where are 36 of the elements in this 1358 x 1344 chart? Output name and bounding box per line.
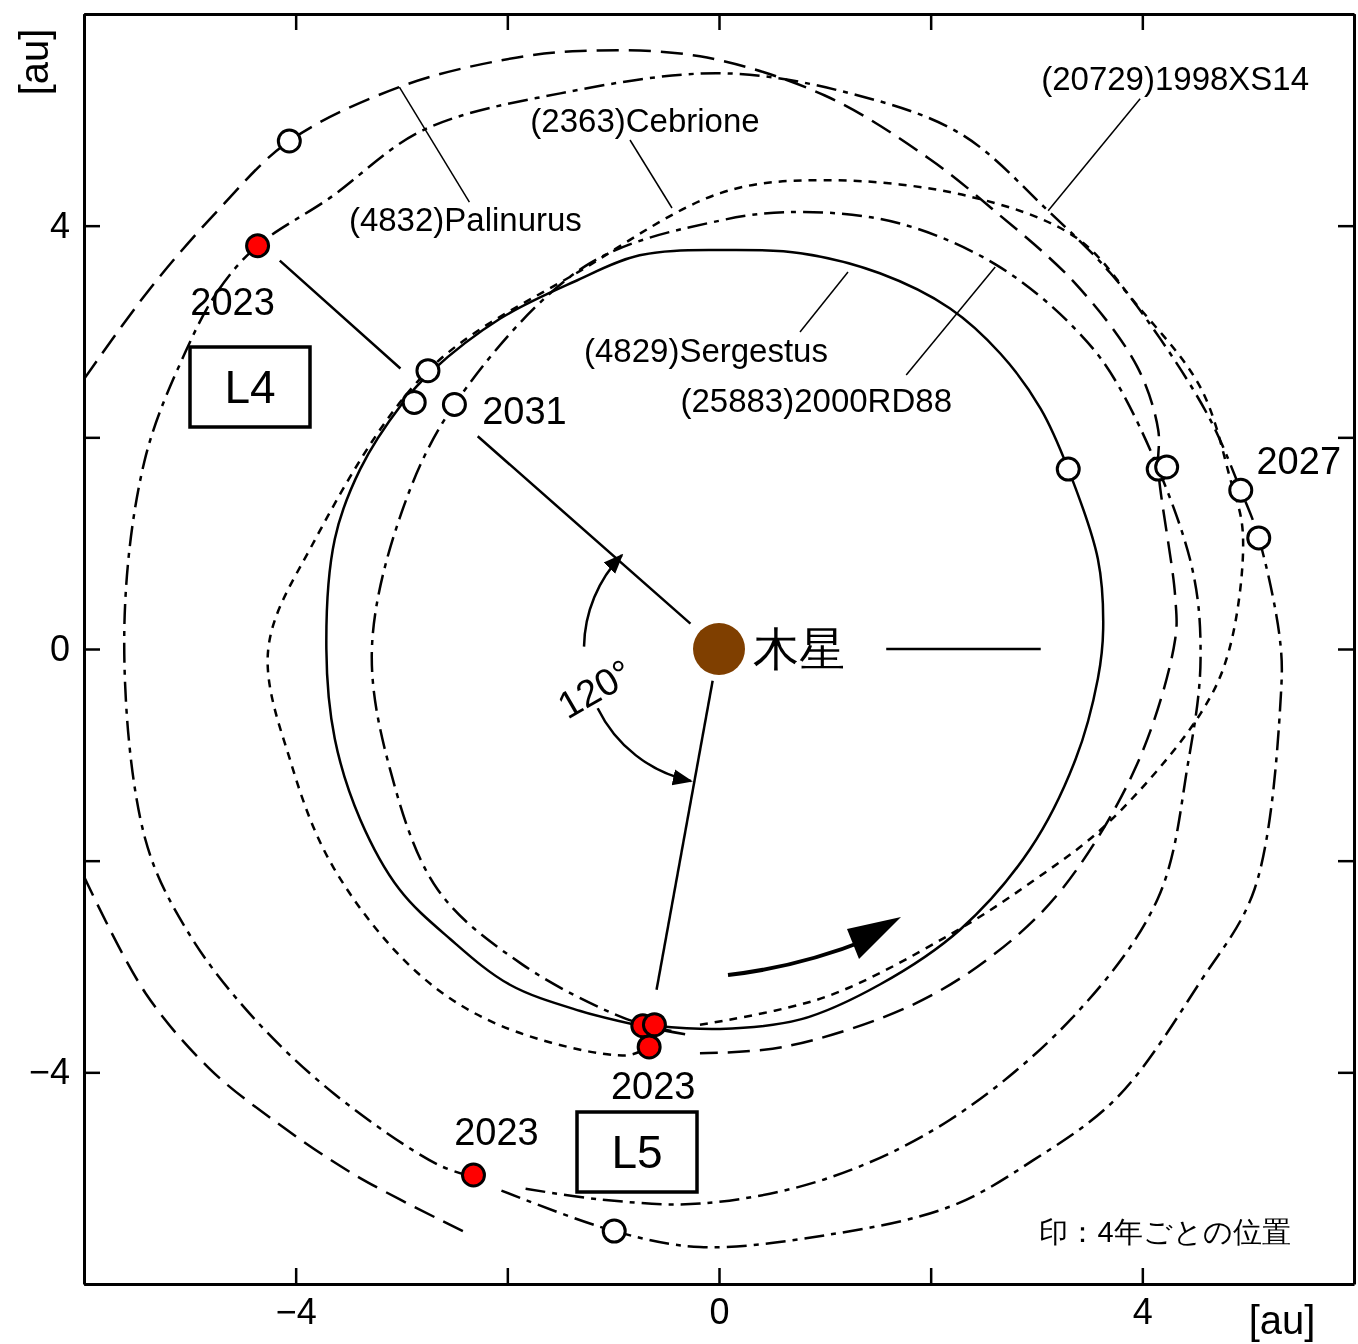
annotation: (20729)1998XS14 (1041, 60, 1310, 98)
annotation: L4 (224, 361, 276, 413)
point (245, 233, 271, 259)
annotation: 印：4年ごとの位置 (1039, 1216, 1291, 1248)
point (1154, 454, 1180, 480)
point (1228, 477, 1254, 503)
annotation: 120° (550, 651, 640, 727)
annotation: (4829)Sergestus (584, 331, 828, 369)
point (1246, 525, 1272, 551)
annotation: (2363)Cebrione (530, 101, 760, 139)
point (441, 392, 467, 417)
annotation: L5 (611, 1126, 663, 1178)
point (415, 358, 441, 384)
x-tick-label: 0 (709, 1290, 730, 1332)
annotation: 2031 (482, 389, 567, 432)
series-label: 木星 (753, 623, 845, 675)
x-axis-title: [au] (1248, 1298, 1316, 1342)
point (641, 1012, 667, 1038)
y-tick-label: 0 (49, 628, 70, 670)
y-tick-label: 4 (49, 204, 70, 246)
point (276, 128, 302, 154)
annotation: 2027 (1256, 440, 1342, 483)
point (460, 1162, 486, 1188)
y-tick-label: −4 (28, 1051, 70, 1093)
annotation: 2023 (454, 1110, 539, 1153)
point (636, 1034, 662, 1060)
annotation: (4832)Palinurus (348, 200, 582, 238)
annotation: 2023 (190, 280, 275, 323)
y-axis-title: [au] (12, 28, 56, 96)
point (401, 389, 427, 415)
annotation: 2023 (610, 1064, 696, 1107)
annotation: (25883)2000RD88 (680, 382, 952, 420)
x-tick-label: −4 (275, 1290, 317, 1332)
point (601, 1218, 627, 1244)
x-tick-label: 4 (1132, 1290, 1153, 1332)
point (1055, 456, 1081, 482)
